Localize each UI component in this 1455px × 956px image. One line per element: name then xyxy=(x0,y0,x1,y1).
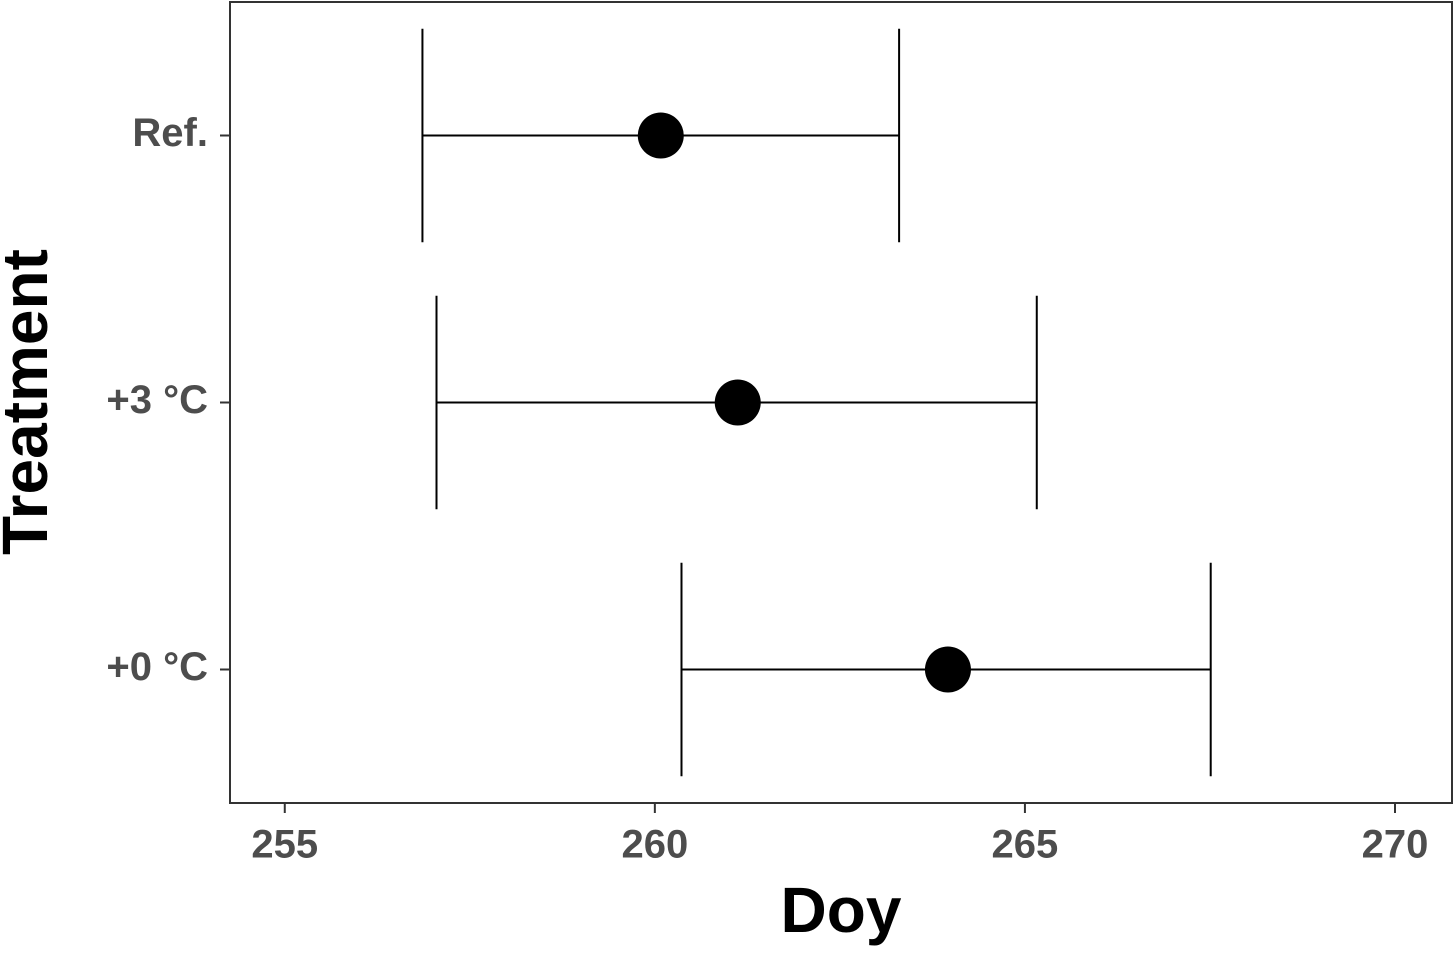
x-axis-title: Doy xyxy=(781,874,902,946)
point xyxy=(637,112,684,159)
point xyxy=(714,379,761,426)
y-tick-label: +3 °C xyxy=(106,378,208,422)
x-tick-label: 255 xyxy=(251,823,318,867)
x-tick-label: 270 xyxy=(1362,823,1429,867)
y-tick-label: +0 °C xyxy=(106,645,208,689)
x-tick-label: 265 xyxy=(992,823,1059,867)
y-tick-label: Ref. xyxy=(132,111,208,155)
y-axis-title: Treatment xyxy=(0,249,61,555)
x-tick-label: 260 xyxy=(621,823,688,867)
point xyxy=(924,646,971,693)
